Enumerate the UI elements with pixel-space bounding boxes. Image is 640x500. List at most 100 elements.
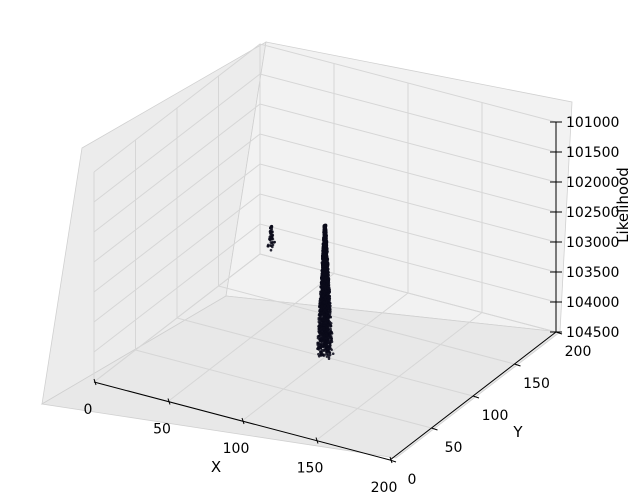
scatter-point bbox=[323, 229, 326, 232]
scatter-point bbox=[326, 292, 329, 295]
scatter-point bbox=[320, 336, 323, 340]
scatter-point bbox=[321, 344, 324, 348]
y-tick-label: 100 bbox=[482, 408, 509, 424]
scatter-point bbox=[323, 241, 327, 244]
y-tick-label: 0 bbox=[408, 472, 417, 488]
scatter-point bbox=[269, 226, 272, 230]
scatter-point bbox=[325, 254, 329, 257]
scatter-point bbox=[327, 347, 331, 351]
z-tick-label: 102500 bbox=[566, 205, 619, 221]
scatter-point bbox=[320, 305, 324, 308]
scatter-point bbox=[270, 231, 273, 234]
z-tick-label: 102000 bbox=[566, 175, 619, 191]
scatter-point bbox=[328, 299, 331, 302]
scatter-point bbox=[320, 293, 323, 296]
scatter-point bbox=[319, 299, 323, 303]
scatter-point bbox=[323, 238, 327, 241]
scatter-point bbox=[322, 328, 326, 331]
x-tick-label: 50 bbox=[153, 422, 171, 438]
scatter-point bbox=[319, 328, 323, 332]
scatter-point bbox=[327, 281, 331, 284]
scatter-point bbox=[325, 245, 329, 248]
scatter-point bbox=[320, 290, 324, 293]
z-tick-label: 104000 bbox=[566, 295, 619, 311]
scatter-point bbox=[325, 247, 329, 251]
scatter-point bbox=[272, 241, 276, 244]
scatter-point bbox=[325, 355, 329, 358]
x-axis-label: X bbox=[211, 458, 221, 476]
scatter-point bbox=[323, 304, 327, 308]
scatter-point bbox=[268, 235, 272, 239]
y-tick bbox=[389, 459, 397, 463]
scatter-point bbox=[269, 248, 273, 252]
y-tick-label: 50 bbox=[445, 440, 463, 456]
x-tick-label: 150 bbox=[297, 461, 324, 477]
scatter-point bbox=[326, 267, 330, 271]
scatter-point bbox=[320, 272, 324, 275]
x-tick bbox=[241, 417, 245, 425]
scatter-point bbox=[327, 271, 330, 274]
scatter-point bbox=[322, 244, 326, 247]
scatter-point bbox=[320, 282, 323, 285]
y-axis-label: Y bbox=[512, 423, 523, 441]
scatter-point bbox=[322, 273, 326, 276]
scatter-point bbox=[322, 257, 325, 260]
scatter-point bbox=[321, 334, 325, 338]
scatter-point bbox=[328, 312, 332, 316]
scatter-point bbox=[320, 348, 324, 352]
scatter-point bbox=[328, 330, 331, 334]
scatter-point bbox=[328, 339, 332, 343]
scatter-point bbox=[322, 306, 325, 310]
floor-grid-x bbox=[315, 312, 483, 441]
scatter-point bbox=[321, 268, 324, 271]
scatter-point bbox=[271, 237, 275, 241]
scatter-point bbox=[317, 348, 321, 351]
scatter-point bbox=[319, 354, 323, 357]
scatter-point bbox=[327, 279, 331, 282]
y-tick bbox=[472, 395, 480, 399]
scatter-point bbox=[327, 357, 331, 361]
scatter-point bbox=[323, 253, 327, 256]
y-tick-label: 200 bbox=[565, 344, 592, 360]
scatter-point bbox=[325, 347, 329, 350]
scatter-point bbox=[322, 324, 326, 327]
scatter-point bbox=[328, 343, 332, 346]
y-tick bbox=[514, 363, 521, 367]
floor-grid-y bbox=[176, 317, 474, 397]
scatter-point bbox=[328, 353, 332, 357]
scatter-point bbox=[322, 339, 326, 342]
scatter-point bbox=[324, 342, 327, 346]
x-tick-label: 200 bbox=[371, 480, 398, 496]
scatter-point bbox=[327, 323, 331, 327]
scatter-point bbox=[322, 300, 326, 304]
z-tick-label: 103500 bbox=[566, 265, 619, 281]
scatter-point bbox=[320, 279, 324, 282]
scatter-point bbox=[325, 328, 329, 332]
scatter-point bbox=[318, 346, 321, 349]
scatter-point bbox=[323, 296, 327, 300]
scatter-point bbox=[320, 322, 323, 326]
data-points bbox=[266, 223, 335, 361]
scatter-point bbox=[323, 226, 326, 230]
scatter-point bbox=[331, 352, 335, 356]
scatter-point bbox=[327, 285, 331, 288]
scatter-point bbox=[325, 352, 329, 355]
scatter-point bbox=[327, 355, 331, 359]
scatter-point bbox=[324, 290, 328, 293]
scatter-point bbox=[324, 235, 328, 238]
x-axis-line bbox=[93, 381, 391, 461]
floor-grid-y bbox=[218, 285, 515, 365]
z-tick-label: 104500 bbox=[566, 325, 619, 341]
scatter-point bbox=[325, 264, 329, 268]
scatter-point bbox=[321, 294, 325, 298]
scatter-point bbox=[322, 284, 326, 287]
z-tick-label: 101500 bbox=[566, 145, 619, 161]
scatter-point bbox=[328, 302, 332, 305]
x-tick-label: 0 bbox=[84, 402, 93, 418]
scatter-point bbox=[326, 261, 330, 265]
z-tick-label: 101000 bbox=[566, 115, 619, 131]
y-tick-label: 150 bbox=[523, 376, 550, 392]
scatter-point bbox=[325, 306, 329, 310]
scatter-point bbox=[326, 304, 330, 308]
